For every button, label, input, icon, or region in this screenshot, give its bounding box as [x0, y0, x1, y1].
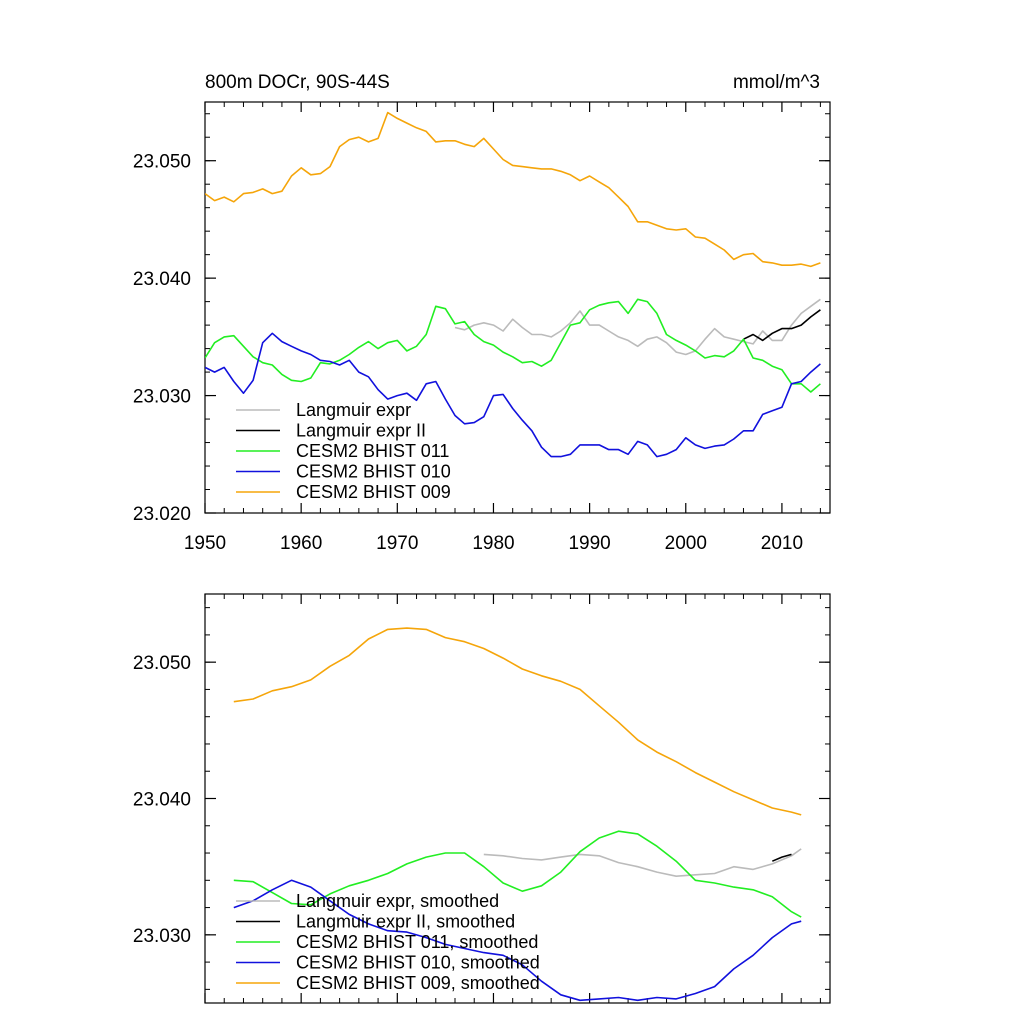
- top-series-group: [205, 111, 821, 458]
- top-x-tick-label: 1980: [472, 533, 514, 554]
- top-x-tick-label: 1970: [376, 533, 418, 554]
- bottom-y-tick-label: 23.040: [133, 790, 191, 811]
- bottom-axes: 23.030 23.040 23.050: [133, 594, 830, 1003]
- top-chart-title: 800m DOCr, 90S-44S: [205, 72, 390, 93]
- top-series-langmuir2: [743, 309, 821, 342]
- top-panel: 800m DOCr, 90S-44S mmol/m^3 1950 1960 1970…: [133, 72, 831, 554]
- top-series-cesm010: [205, 332, 821, 458]
- top-axes: 1950 1960 1970 1980 1990 2000 2010 23.020 23.030…: [133, 102, 830, 554]
- bottom-legend-label-langmuir2: Langmuir expr II, smoothed: [296, 912, 515, 932]
- top-units-label: mmol/m^3: [733, 72, 820, 93]
- bottom-series-langmuir2: [771, 853, 792, 862]
- top-series-cesm009: [205, 111, 821, 268]
- bottom-y-tick-label: 23.050: [133, 653, 191, 674]
- bottom-legend-label-cesm009: CESM2 BHIST 009, smoothed: [296, 973, 540, 993]
- bottom-series-group: [233, 627, 802, 1002]
- bottom-legend-label-langmuir: Langmuir expr, smoothed: [296, 891, 499, 911]
- top-legend-label-cesm010: CESM2 BHIST 010: [296, 462, 451, 482]
- bottom-panel: 23.030 23.040 23.050 Langmuir expr, smooth…: [133, 593, 831, 1004]
- top-legend-label-langmuir: Langmuir expr: [296, 400, 411, 420]
- top-y-tick-label: 23.020: [133, 504, 191, 525]
- top-y-tick-label: 23.050: [133, 152, 191, 173]
- top-y-tick-label: 23.040: [133, 269, 191, 290]
- top-legend-label-cesm009: CESM2 BHIST 009: [296, 482, 451, 502]
- bottom-series-langmuir: [483, 848, 802, 878]
- top-x-tick-label: 2000: [665, 533, 707, 554]
- bottom-y-tick-label: 23.030: [133, 926, 191, 947]
- bottom-series-cesm010: [233, 879, 802, 1002]
- top-legend-label-cesm011: CESM2 BHIST 011: [296, 441, 449, 461]
- top-plot-frame: [204, 101, 831, 514]
- top-x-tick-label: 1990: [568, 533, 610, 554]
- bottom-legend-label-cesm011: CESM2 BHIST 011, smoothed: [296, 932, 538, 952]
- bottom-series-cesm009: [233, 627, 802, 816]
- bottom-legend-label-cesm010: CESM2 BHIST 010, smoothed: [296, 953, 540, 973]
- top-series-langmuir: [454, 298, 821, 356]
- top-x-tick-label: 1960: [280, 533, 322, 554]
- top-x-tick-label: 1950: [184, 533, 226, 554]
- bottom-series-cesm011: [233, 830, 802, 918]
- top-y-tick-label: 23.030: [133, 387, 191, 408]
- top-x-tick-label: 2010: [761, 533, 803, 554]
- top-legend-label-langmuir2: Langmuir expr II: [296, 421, 426, 441]
- top-series-cesm011: [205, 298, 821, 393]
